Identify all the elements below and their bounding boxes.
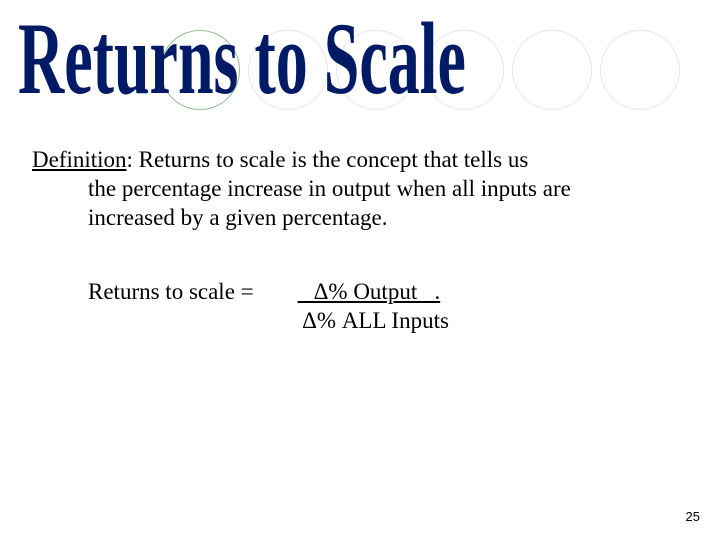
definition-text-3: increased by a given percentage. [32,204,680,233]
definition-text-1: : Returns to scale is the concept that t… [127,147,529,172]
body-text: Definition: Returns to scale is the conc… [32,146,680,336]
circle-6 [600,30,680,110]
formula-numerator: Δ% Output . [298,278,449,307]
formula: Returns to scale = Δ% Output . Δ% ALL In… [32,278,680,336]
definition-label: Definition [32,147,127,172]
page-number: 25 [686,509,700,524]
formula-left: Returns to scale = [88,278,254,307]
slide-title: Returns to Scale [18,0,466,118]
formula-fraction: Δ% Output . Δ% ALL Inputs [298,278,449,336]
definition-text-2: the percentage increase in output when a… [32,175,680,204]
circle-5 [512,30,592,110]
slide: Returns to Scale Definition: Returns to … [0,0,720,540]
definition-block: Definition: Returns to scale is the conc… [32,146,680,232]
formula-denominator: Δ% ALL Inputs [298,307,449,336]
